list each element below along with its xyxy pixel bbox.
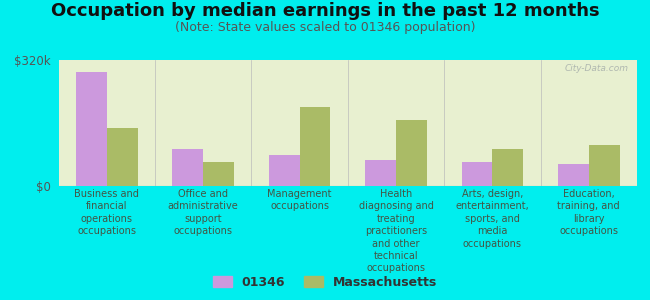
Bar (203, 162, 234, 186)
Text: (Note: State values scaled to 01346 population): (Note: State values scaled to 01346 popu… (175, 21, 475, 34)
Bar (268, 155, 300, 186)
Bar (589, 145, 619, 186)
Text: Office and
administrative
support
occupations: Office and administrative support occupa… (168, 189, 239, 236)
Bar (462, 162, 492, 186)
Text: Business and
financial
operations
occupations: Business and financial operations occupa… (74, 189, 139, 236)
Bar (493, 148, 523, 186)
Bar (365, 160, 396, 186)
Bar (76, 72, 107, 186)
Text: City-Data.com: City-Data.com (564, 64, 629, 73)
Text: Education,
training, and
library
occupations: Education, training, and library occupat… (558, 189, 620, 236)
Bar (396, 120, 427, 186)
Legend: 01346, Massachusetts: 01346, Massachusetts (208, 271, 442, 294)
Text: Management
occupations: Management occupations (267, 189, 332, 212)
Text: Arts, design,
entertainment,
sports, and
media
occupations: Arts, design, entertainment, sports, and… (456, 189, 529, 249)
Bar (300, 107, 330, 186)
Bar (107, 128, 138, 186)
Text: Health
diagnosing and
treating
practitioners
and other
technical
occupations: Health diagnosing and treating practitio… (359, 189, 434, 273)
Text: Occupation by median earnings in the past 12 months: Occupation by median earnings in the pas… (51, 2, 599, 20)
Bar (558, 164, 589, 186)
Bar (172, 148, 203, 186)
